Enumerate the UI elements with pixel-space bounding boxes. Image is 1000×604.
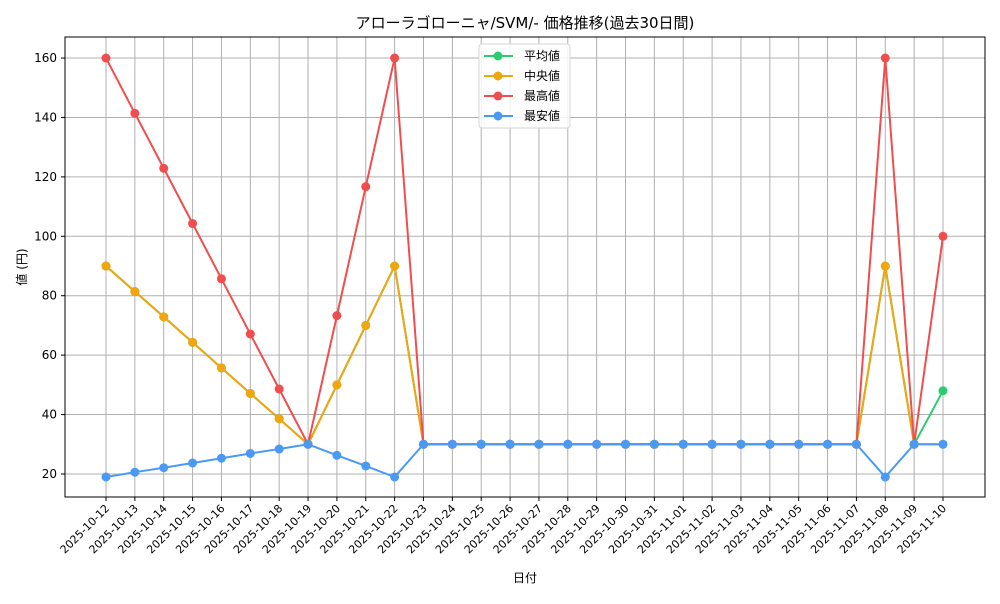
data-point [707,439,717,449]
data-point [188,458,198,468]
x-axis-ticks: 2025-10-122025-10-132025-10-142025-10-15… [58,497,949,556]
series-layer [101,53,948,482]
legend-marker-icon [493,91,503,101]
data-point [476,439,486,449]
data-point [130,467,140,477]
data-point [563,439,573,449]
data-point [880,261,890,271]
data-point [361,182,371,192]
legend-label: 最高値 [524,88,560,103]
data-point [274,444,284,454]
data-point [592,439,602,449]
data-point [678,439,688,449]
data-point [101,261,111,271]
data-point [361,461,371,471]
data-point [245,329,255,339]
y-tick-label: 20 [42,467,57,481]
data-point [216,453,226,463]
grid [65,37,985,497]
data-point [130,108,140,118]
data-point [101,472,111,482]
data-point [245,448,255,458]
data-point [447,439,457,449]
data-point [332,311,342,321]
data-point [159,312,169,322]
legend-label: 中央値 [524,68,560,83]
y-tick-label: 120 [34,170,57,184]
legend-label: 最安値 [524,108,560,123]
data-point [621,439,631,449]
data-point [736,439,746,449]
data-point [188,219,198,229]
y-tick-label: 40 [42,408,57,422]
data-point [418,439,428,449]
data-point [794,439,804,449]
legend-marker-icon [493,51,503,61]
chart-title: アローラゴローニャ/SVM/- 価格推移(過去30日間) [356,14,695,32]
y-axis-label: 値 (円) [14,248,29,285]
y-tick-label: 140 [34,110,57,124]
data-point [765,439,775,449]
data-point [361,320,371,330]
data-point [390,53,400,63]
data-point [216,274,226,284]
data-point [332,380,342,390]
data-point [823,439,833,449]
data-point [505,439,515,449]
data-point [274,414,284,424]
data-point [851,439,861,449]
data-point [534,439,544,449]
data-point [303,439,313,449]
y-tick-label: 80 [42,289,57,303]
y-tick-label: 60 [42,348,57,362]
data-point [159,163,169,173]
data-point [938,439,948,449]
legend-label: 平均値 [524,48,560,63]
data-point [101,53,111,63]
data-point [909,439,919,449]
y-axis-ticks: 20 40 60 80 100 120 140 160 [34,51,65,481]
data-point [159,463,169,473]
data-point [880,472,890,482]
y-tick-label: 100 [34,229,57,243]
data-point [390,261,400,271]
data-point [649,439,659,449]
data-point [130,287,140,297]
data-point [188,337,198,347]
y-tick-label: 160 [34,51,57,65]
x-axis-label: 日付 [513,571,537,585]
data-point [880,53,890,63]
data-point [938,231,948,241]
series-line [101,439,948,482]
data-point [390,472,400,482]
data-point [938,386,948,396]
data-point [332,450,342,460]
plot-frame [64,36,986,498]
legend-marker-icon [493,71,503,81]
data-point [245,388,255,398]
legend-marker-icon [493,111,503,121]
data-point [274,384,284,394]
data-point [216,363,226,373]
